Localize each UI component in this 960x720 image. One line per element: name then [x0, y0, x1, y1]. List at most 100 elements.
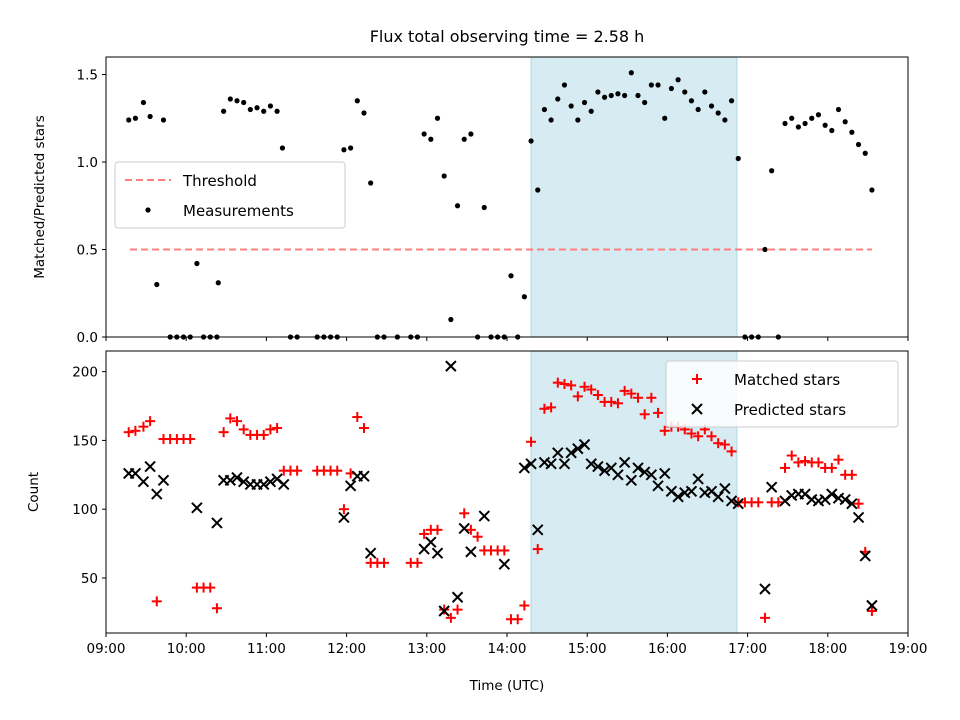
data-point: [789, 115, 795, 121]
data-point-x: [445, 360, 457, 372]
data-point-x: [451, 591, 464, 603]
series-predicted-stars: [123, 360, 878, 617]
data-point-x: [692, 473, 704, 485]
data-point-x: [652, 480, 664, 492]
data-point: [849, 129, 855, 135]
data-point: [702, 89, 708, 95]
data-point: [662, 115, 668, 121]
data-point-x: [846, 497, 858, 510]
data-point-x: [231, 471, 243, 484]
data-point: [215, 280, 221, 286]
data-point-plus: [639, 409, 650, 420]
data-point-plus: [512, 614, 523, 625]
data-point: [461, 136, 467, 142]
data-point: [421, 131, 427, 137]
data-point-plus: [472, 531, 483, 542]
data-point-x: [518, 462, 531, 474]
data-point: [254, 105, 260, 111]
data-point-plus: [833, 454, 844, 465]
data-point-x: [151, 488, 163, 500]
data-point: [279, 145, 286, 151]
data-point: [682, 89, 688, 95]
data-point-x: [264, 475, 277, 488]
data-point: [655, 82, 661, 88]
legend-matched-swatch: [692, 374, 702, 384]
data-point-plus: [532, 544, 543, 555]
data-point-plus: [539, 403, 550, 414]
data-point: [241, 99, 247, 106]
y-tick-label: 100: [72, 502, 98, 518]
data-point: [535, 187, 541, 193]
y-tick-label: 1.0: [77, 155, 98, 171]
legend-label: Measurements: [183, 202, 294, 220]
data-point-plus: [452, 604, 463, 615]
data-point-x: [558, 458, 571, 470]
data-point-plus: [579, 381, 590, 392]
data-point: [227, 96, 233, 102]
data-point-x: [598, 464, 611, 477]
y-tick-label: 200: [72, 365, 98, 381]
data-point-plus: [572, 391, 583, 402]
data-point: [267, 103, 274, 109]
data-point: [595, 89, 601, 95]
legend: Threshold Measurements: [114, 161, 346, 229]
data-point-x: [552, 447, 564, 459]
x-axis-label: Time (UTC): [469, 678, 545, 694]
data-point: [154, 281, 160, 288]
data-point: [274, 108, 280, 114]
data-point-plus: [813, 457, 824, 468]
data-point-plus: [130, 425, 141, 436]
data-point-plus: [412, 557, 423, 568]
data-point-x: [712, 491, 724, 503]
data-point: [234, 98, 240, 104]
data-point-plus: [338, 504, 349, 515]
data-point: [194, 260, 200, 267]
data-point-x: [498, 558, 511, 570]
x-tick-label: 15:00: [568, 641, 607, 657]
data-point-plus: [592, 390, 603, 401]
data-point-plus: [826, 462, 837, 473]
data-point: [126, 117, 132, 123]
data-point-plus: [753, 497, 764, 508]
data-point: [642, 99, 648, 106]
data-point-x: [638, 466, 651, 478]
data-point-plus: [445, 612, 456, 623]
x-tick-label: 19:00: [889, 641, 928, 657]
data-point: [782, 120, 788, 127]
data-point-plus: [205, 582, 216, 593]
data-point-plus: [238, 424, 249, 435]
data-point-plus: [379, 557, 390, 568]
data-point-x: [157, 474, 170, 487]
y-axis-label: Matched/Predicted stars: [32, 115, 48, 278]
data-point: [368, 180, 374, 186]
data-point-x: [438, 605, 450, 617]
data-point: [448, 316, 454, 323]
data-point-x: [826, 488, 838, 500]
highlight-span: [530, 56, 738, 338]
x-tick-label: 17:00: [728, 641, 767, 657]
data-point: [835, 106, 842, 113]
data-point-plus: [713, 438, 724, 449]
data-point-plus: [853, 498, 864, 509]
data-point: [361, 110, 367, 116]
data-point: [160, 117, 167, 123]
data-point-plus: [358, 423, 369, 434]
data-point: [855, 141, 862, 148]
data-point-x: [278, 478, 290, 491]
data-point-plus: [526, 436, 537, 447]
data-point: [728, 98, 735, 104]
data-point-plus: [332, 465, 343, 476]
data-point-plus: [646, 392, 657, 403]
data-point-plus: [586, 384, 597, 395]
data-point-plus: [459, 508, 470, 519]
data-point-plus: [786, 450, 797, 461]
data-point-plus: [780, 462, 791, 473]
y-tick-label: 0.0: [77, 330, 98, 346]
data-point-x: [425, 536, 437, 548]
data-point: [561, 82, 568, 88]
data-point: [555, 96, 561, 102]
data-point-x: [431, 547, 444, 559]
data-point: [695, 106, 701, 113]
data-point-x: [258, 478, 270, 491]
y-axis-label: Count: [26, 472, 42, 512]
